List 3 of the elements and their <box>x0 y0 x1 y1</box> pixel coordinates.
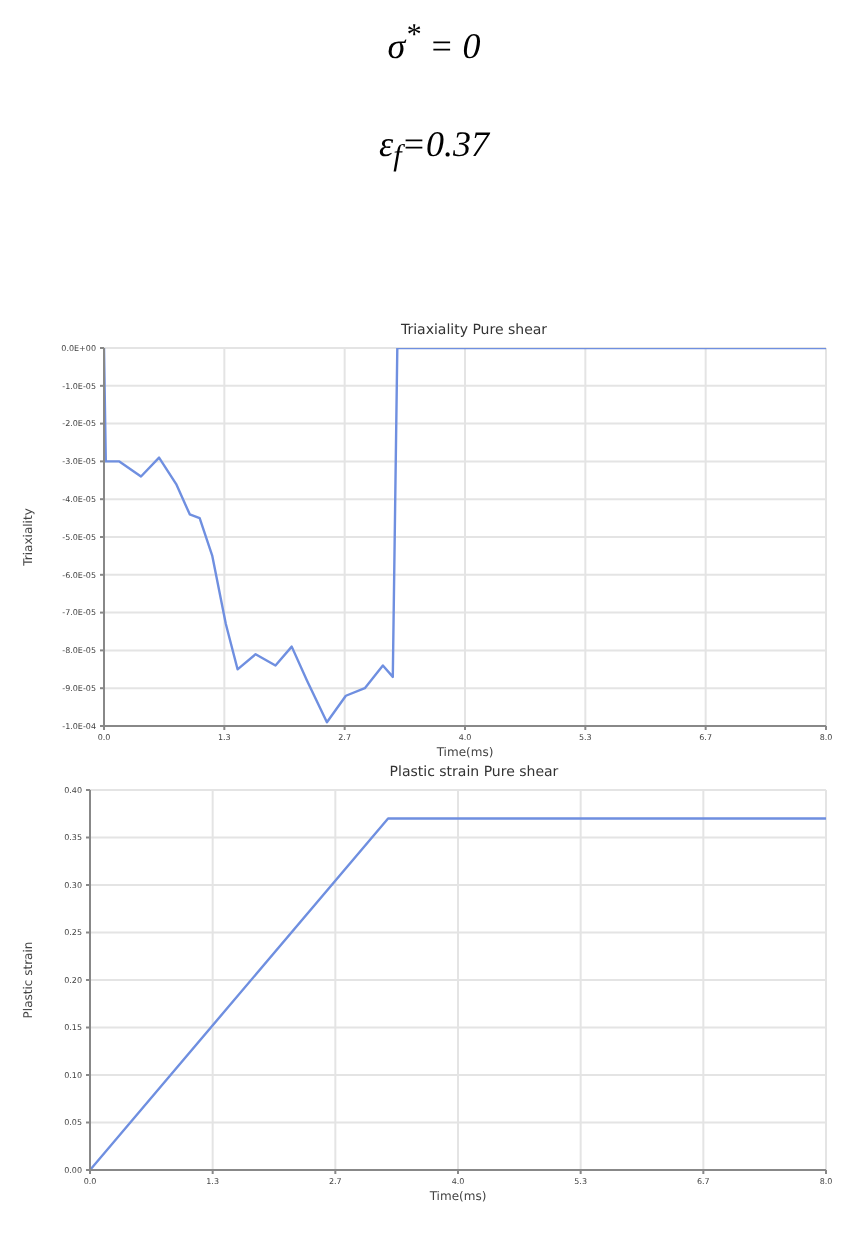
text: ε$_{f}$=0.37 <box>377 124 492 176</box>
line-series <box>104 348 826 724</box>
text: σ$^{*}$ = 0 <box>385 20 483 68</box>
